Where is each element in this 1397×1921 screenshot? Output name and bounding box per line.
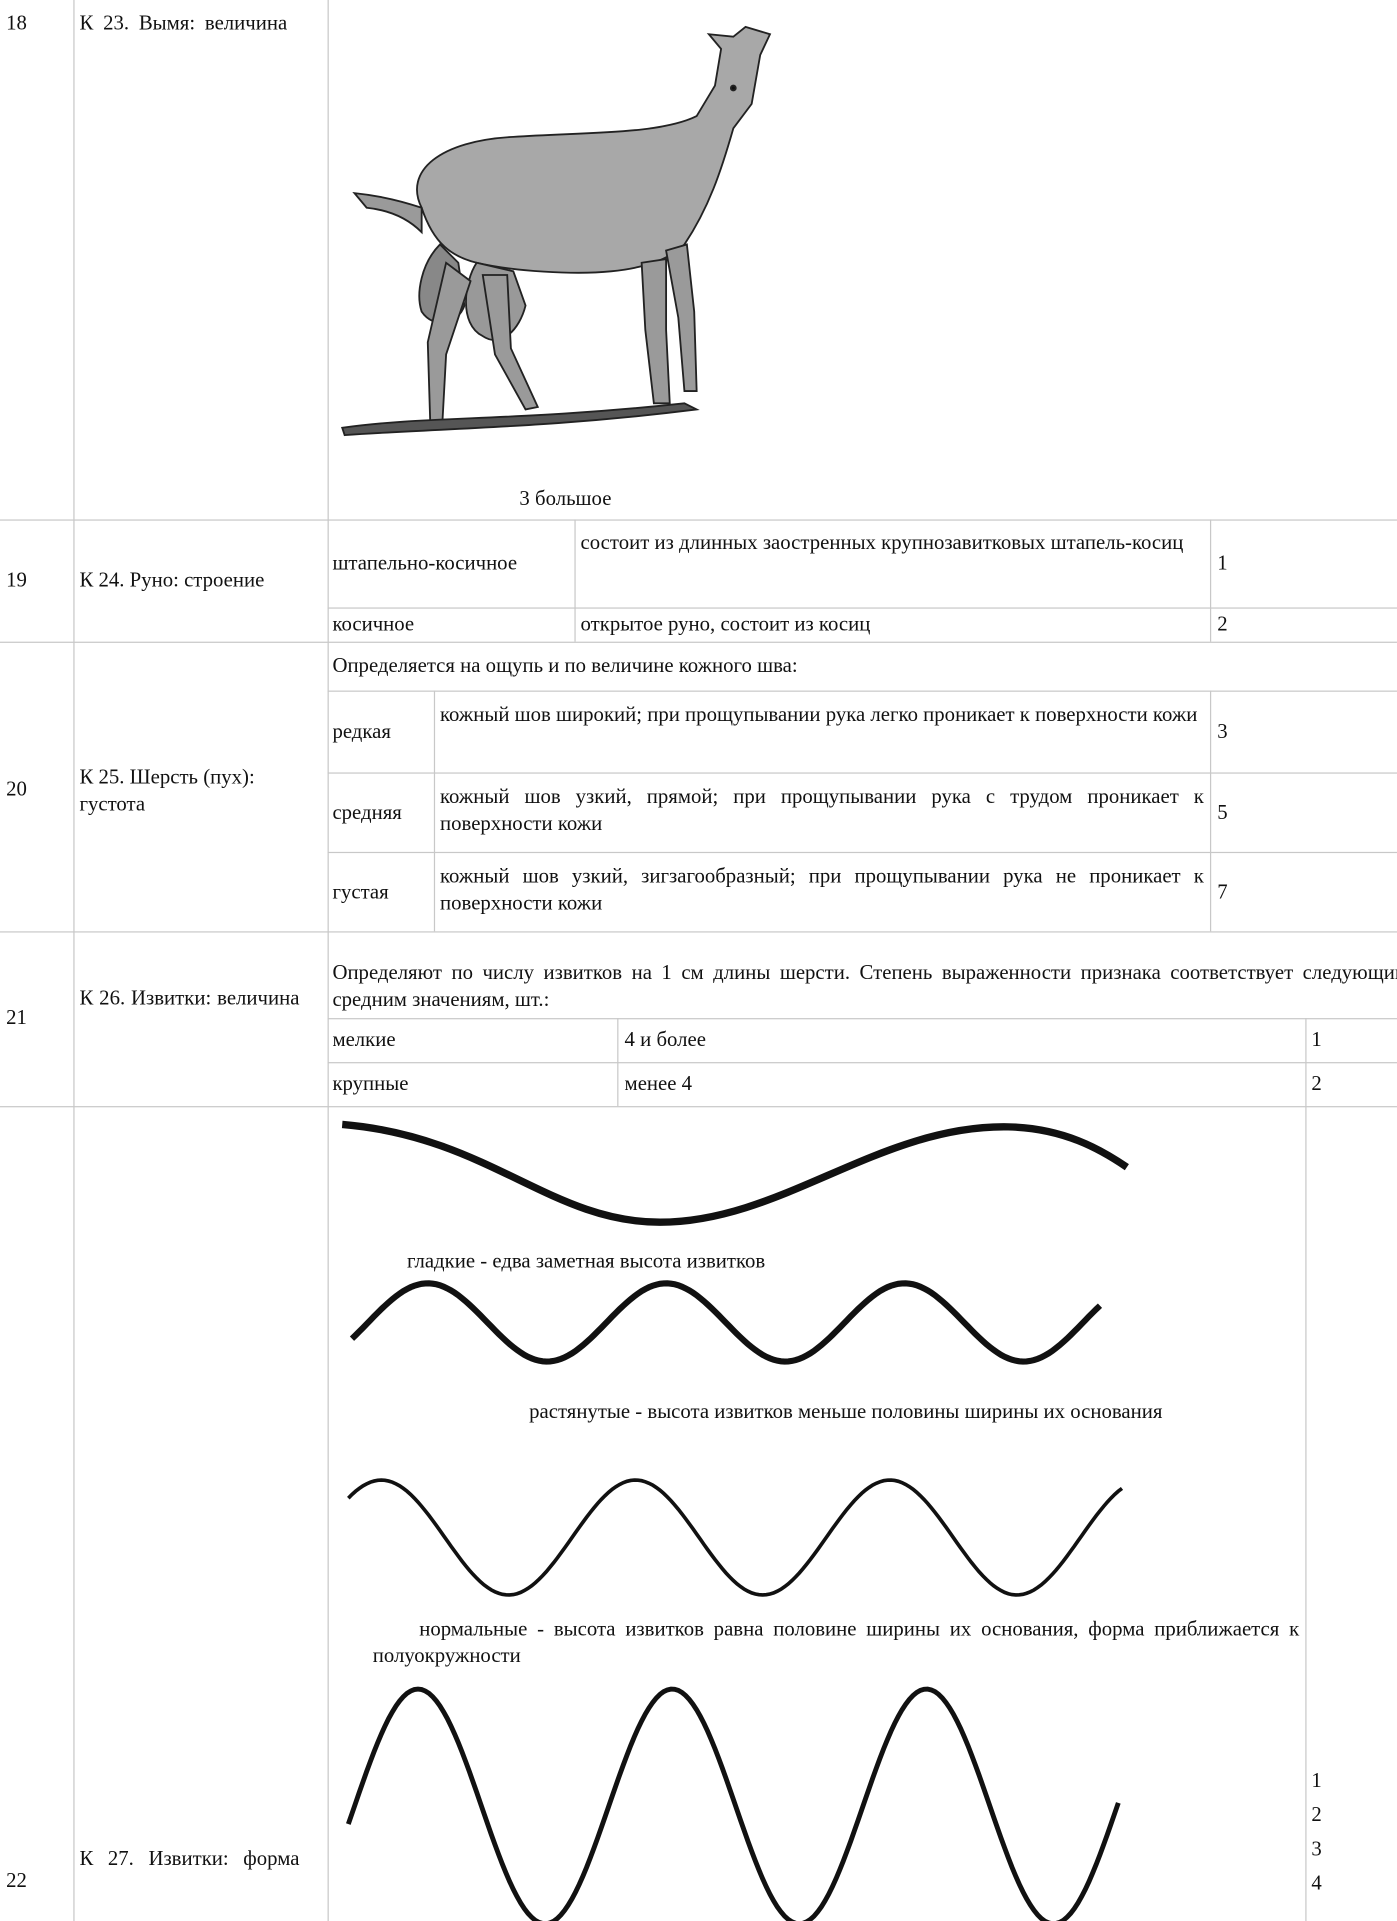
option-description: открытое руно, состоит из косиц [580, 612, 871, 636]
wave-caption: гладкие - едва заметная высота извитков [406, 1249, 766, 1273]
score: 2 [1311, 1802, 1322, 1826]
rule [0, 641, 1397, 643]
wave-caption: нормальные - высота извитков равна полов… [372, 1616, 1300, 1668]
wave [341, 1120, 1129, 1226]
rule [327, 0, 329, 1921]
option-score: 1 [1311, 1027, 1322, 1052]
criterion: К 27. Извитки: форма [79, 1846, 300, 1870]
rule [1209, 519, 1212, 642]
rule [327, 690, 1397, 692]
rule [327, 1062, 1397, 1064]
image-caption: 3 большое [519, 486, 612, 510]
option-description: кожный шов широкий; при прощупывании рук… [439, 702, 1198, 726]
option-description: 4 и более [624, 1027, 706, 1052]
rule [0, 519, 1397, 521]
row-number: 18 [6, 10, 27, 35]
score: 4 [1311, 1871, 1322, 1895]
rule [433, 690, 436, 932]
rule [327, 772, 1397, 774]
wave [349, 1280, 1103, 1365]
rule [1305, 1018, 1307, 1107]
score: 3 [1311, 1836, 1322, 1861]
option-name: мелкие [332, 1027, 396, 1052]
row-number: 19 [6, 568, 27, 592]
rule [327, 607, 1397, 609]
rule [617, 1018, 619, 1107]
criterion: К 25. Шерсть (пух): густота [79, 765, 255, 816]
wave [346, 1686, 1121, 1921]
option-score: 1 [1217, 551, 1228, 575]
option-name: редкая [332, 719, 391, 743]
rule [327, 851, 1397, 854]
option-score: 3 [1217, 719, 1228, 743]
score: 1 [1311, 1768, 1322, 1792]
option-name: штапельно-косичное [332, 551, 518, 575]
goat-illustration [340, 25, 772, 437]
rule [327, 1018, 1397, 1020]
note: Определяется на ощупь и по величине кожн… [332, 653, 798, 678]
option-score: 5 [1217, 799, 1228, 824]
criterion: К 26. Извитки: величина [79, 986, 300, 1010]
rule [574, 519, 576, 642]
option-description: менее 4 [624, 1071, 693, 1096]
option-name: крупные [332, 1071, 409, 1096]
option-score: 2 [1217, 612, 1228, 636]
option-name: косичное [332, 612, 415, 636]
row-number: 22 [6, 1868, 27, 1892]
option-description: кожный шов узкий, зигзагообразный; при п… [439, 864, 1204, 915]
wave [347, 1478, 1124, 1597]
rule [1209, 690, 1212, 932]
option-score: 2 [1311, 1071, 1322, 1096]
criterion: К 24. Руно: строение [79, 568, 265, 592]
row-number: 21 [6, 1005, 27, 1030]
row-number: 20 [6, 777, 27, 801]
option-description: состоит из длинных заостренных крупнозав… [580, 530, 1184, 554]
criterion: К 23. Вымя: величина [79, 10, 288, 35]
option-description: кожный шов узкий, прямой; при прощупыван… [439, 784, 1204, 835]
option-score: 7 [1217, 879, 1228, 903]
rule [0, 1106, 1397, 1108]
option-name: густая [332, 879, 389, 903]
crimp-wave-illustrations [341, 1120, 1129, 1921]
wave-caption: растянутые - высота извитков меньше поло… [529, 1399, 1163, 1423]
rule [0, 931, 1397, 933]
rule [73, 0, 75, 1921]
rule [1305, 1106, 1307, 1921]
note: Определяют по числу извитков на 1 см дли… [332, 960, 1397, 1011]
option-name: средняя [332, 799, 402, 824]
